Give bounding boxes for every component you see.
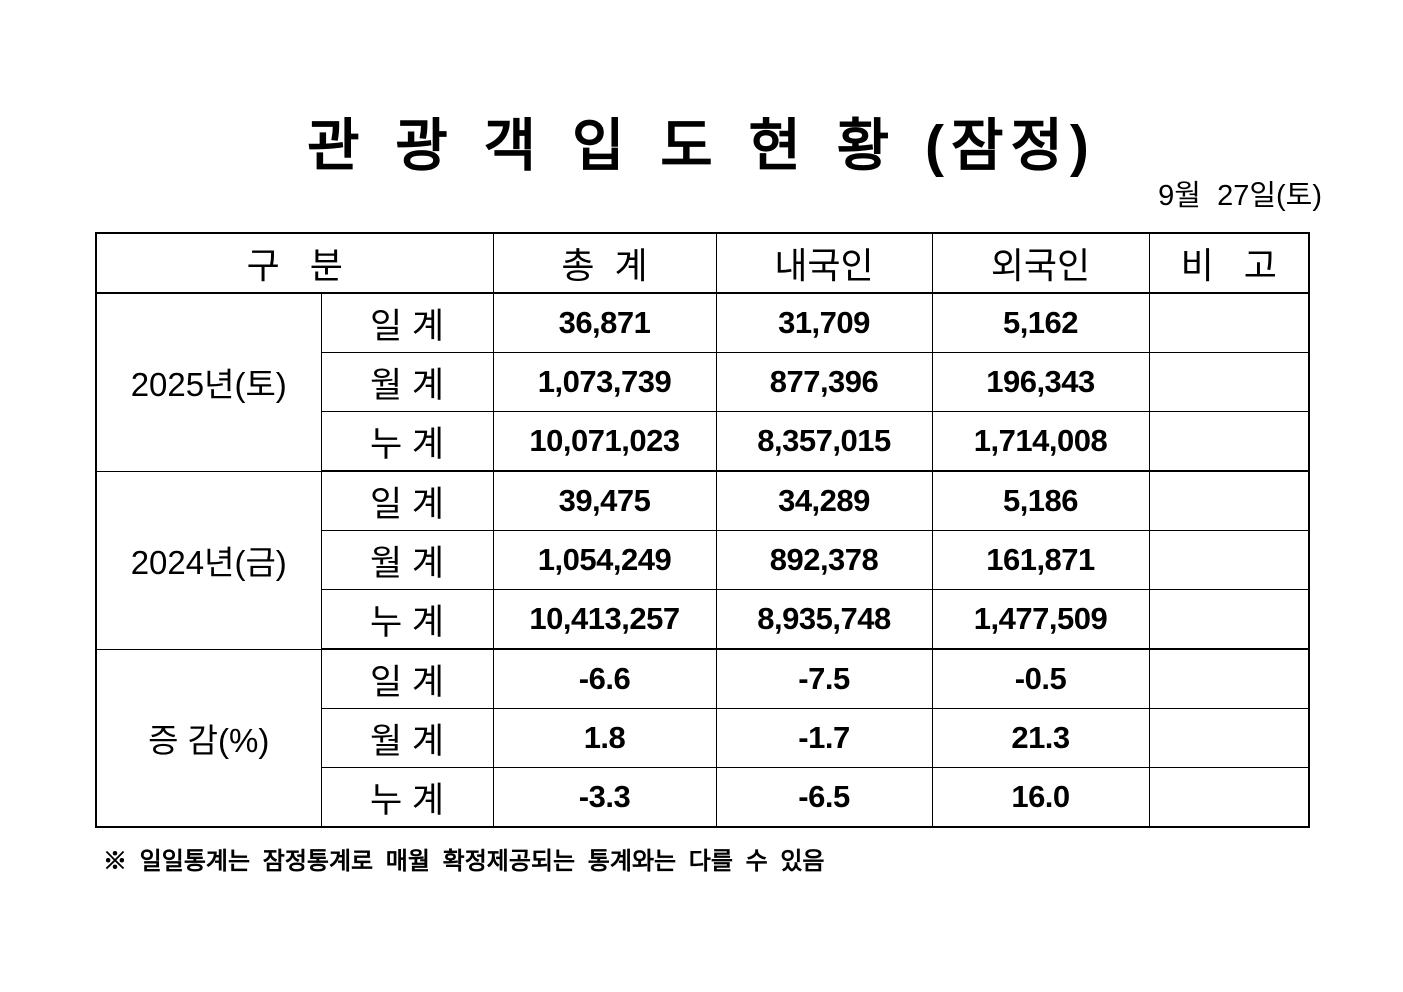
table-row: 월 계 1,073,739 877,396 196,343 (96, 352, 1310, 412)
period-cell: 월 계 (320, 530, 494, 590)
period-cell: 누 계 (320, 589, 494, 650)
group-label-2024: 2024년(금) (95, 470, 322, 650)
domestic-cell: 892,378 (715, 530, 933, 590)
table-row: 누 계 -3.3 -6.5 16.0 (96, 767, 1310, 828)
remarks-cell (1148, 767, 1310, 828)
foreign-cell: -0.5 (931, 648, 1150, 709)
total-cell: 10,413,257 (492, 589, 717, 650)
total-cell: 39,475 (492, 470, 717, 531)
header-category: 구 분 (95, 232, 494, 294)
header-total: 총 계 (492, 232, 717, 294)
period-cell: 월 계 (320, 352, 494, 412)
total-cell: 1.8 (492, 708, 717, 768)
tourist-stats-table: 구 분 총 계 내국인 외국인 비 고 2025년(토) 일 계 36,871 … (95, 232, 1310, 828)
remarks-cell (1148, 648, 1310, 709)
period-cell: 일 계 (320, 648, 494, 709)
domestic-cell: -7.5 (715, 648, 933, 709)
header-remarks: 비 고 (1148, 232, 1310, 294)
foreign-cell: 16.0 (931, 767, 1150, 828)
remarks-cell (1148, 589, 1310, 650)
page-title: 관 광 객 입 도 현 황 (잠정) (307, 114, 1096, 178)
header-foreign: 외국인 (931, 232, 1150, 294)
foreign-cell: 161,871 (931, 530, 1150, 590)
total-cell: 10,071,023 (492, 411, 717, 472)
remarks-cell (1148, 470, 1310, 531)
domestic-cell: 8,935,748 (715, 589, 933, 650)
remarks-cell (1148, 292, 1310, 353)
date-label: 9월 27일(토) (1158, 180, 1322, 212)
domestic-cell: -1.7 (715, 708, 933, 768)
table-row: 월 계 1,054,249 892,378 161,871 (96, 530, 1310, 590)
total-cell: -3.3 (492, 767, 717, 828)
period-cell: 월 계 (320, 708, 494, 768)
foreign-cell: 5,162 (931, 292, 1150, 353)
foreign-cell: 5,186 (931, 470, 1150, 531)
total-cell: -6.6 (492, 648, 717, 709)
domestic-cell: 877,396 (715, 352, 933, 412)
total-cell: 1,073,739 (492, 352, 717, 412)
foreign-cell: 196,343 (931, 352, 1150, 412)
remarks-cell (1148, 530, 1310, 590)
table-header-row: 구 분 총 계 내국인 외국인 비 고 (95, 232, 1310, 294)
remarks-cell (1148, 411, 1310, 472)
total-cell: 36,871 (492, 292, 717, 353)
period-cell: 누 계 (320, 767, 494, 828)
domestic-cell: 31,709 (715, 292, 933, 353)
foreign-cell: 1,714,008 (931, 411, 1150, 472)
remarks-cell (1148, 708, 1310, 768)
period-cell: 일 계 (320, 470, 494, 531)
domestic-cell: -6.5 (715, 767, 933, 828)
foreign-cell: 1,477,509 (931, 589, 1150, 650)
group-label-change: 증 감(%) (95, 648, 322, 828)
domestic-cell: 8,357,015 (715, 411, 933, 472)
domestic-cell: 34,289 (715, 470, 933, 531)
table-row: 월 계 1.8 -1.7 21.3 (96, 708, 1310, 768)
footnote: ※ 일일통계는 잠정통계로 매월 확정제공되는 통계와는 다를 수 있음 (103, 848, 825, 875)
total-cell: 1,054,249 (492, 530, 717, 590)
foreign-cell: 21.3 (931, 708, 1150, 768)
table-row: 2025년(토) 일 계 36,871 31,709 5,162 (95, 292, 1310, 472)
period-cell: 일 계 (320, 292, 494, 353)
table-row: 누 계 10,413,257 8,935,748 1,477,509 (96, 589, 1310, 650)
group-label-2025: 2025년(토) (95, 292, 322, 472)
remarks-cell (1148, 352, 1310, 412)
table-row: 누 계 10,071,023 8,357,015 1,714,008 (96, 411, 1310, 472)
table-row: 증 감(%) 일 계 -6.6 -7.5 -0.5 (95, 648, 1310, 828)
period-cell: 누 계 (320, 411, 494, 472)
header-domestic: 내국인 (715, 232, 933, 294)
table-row: 2024년(금) 일 계 39,475 34,289 5,186 (95, 470, 1310, 650)
